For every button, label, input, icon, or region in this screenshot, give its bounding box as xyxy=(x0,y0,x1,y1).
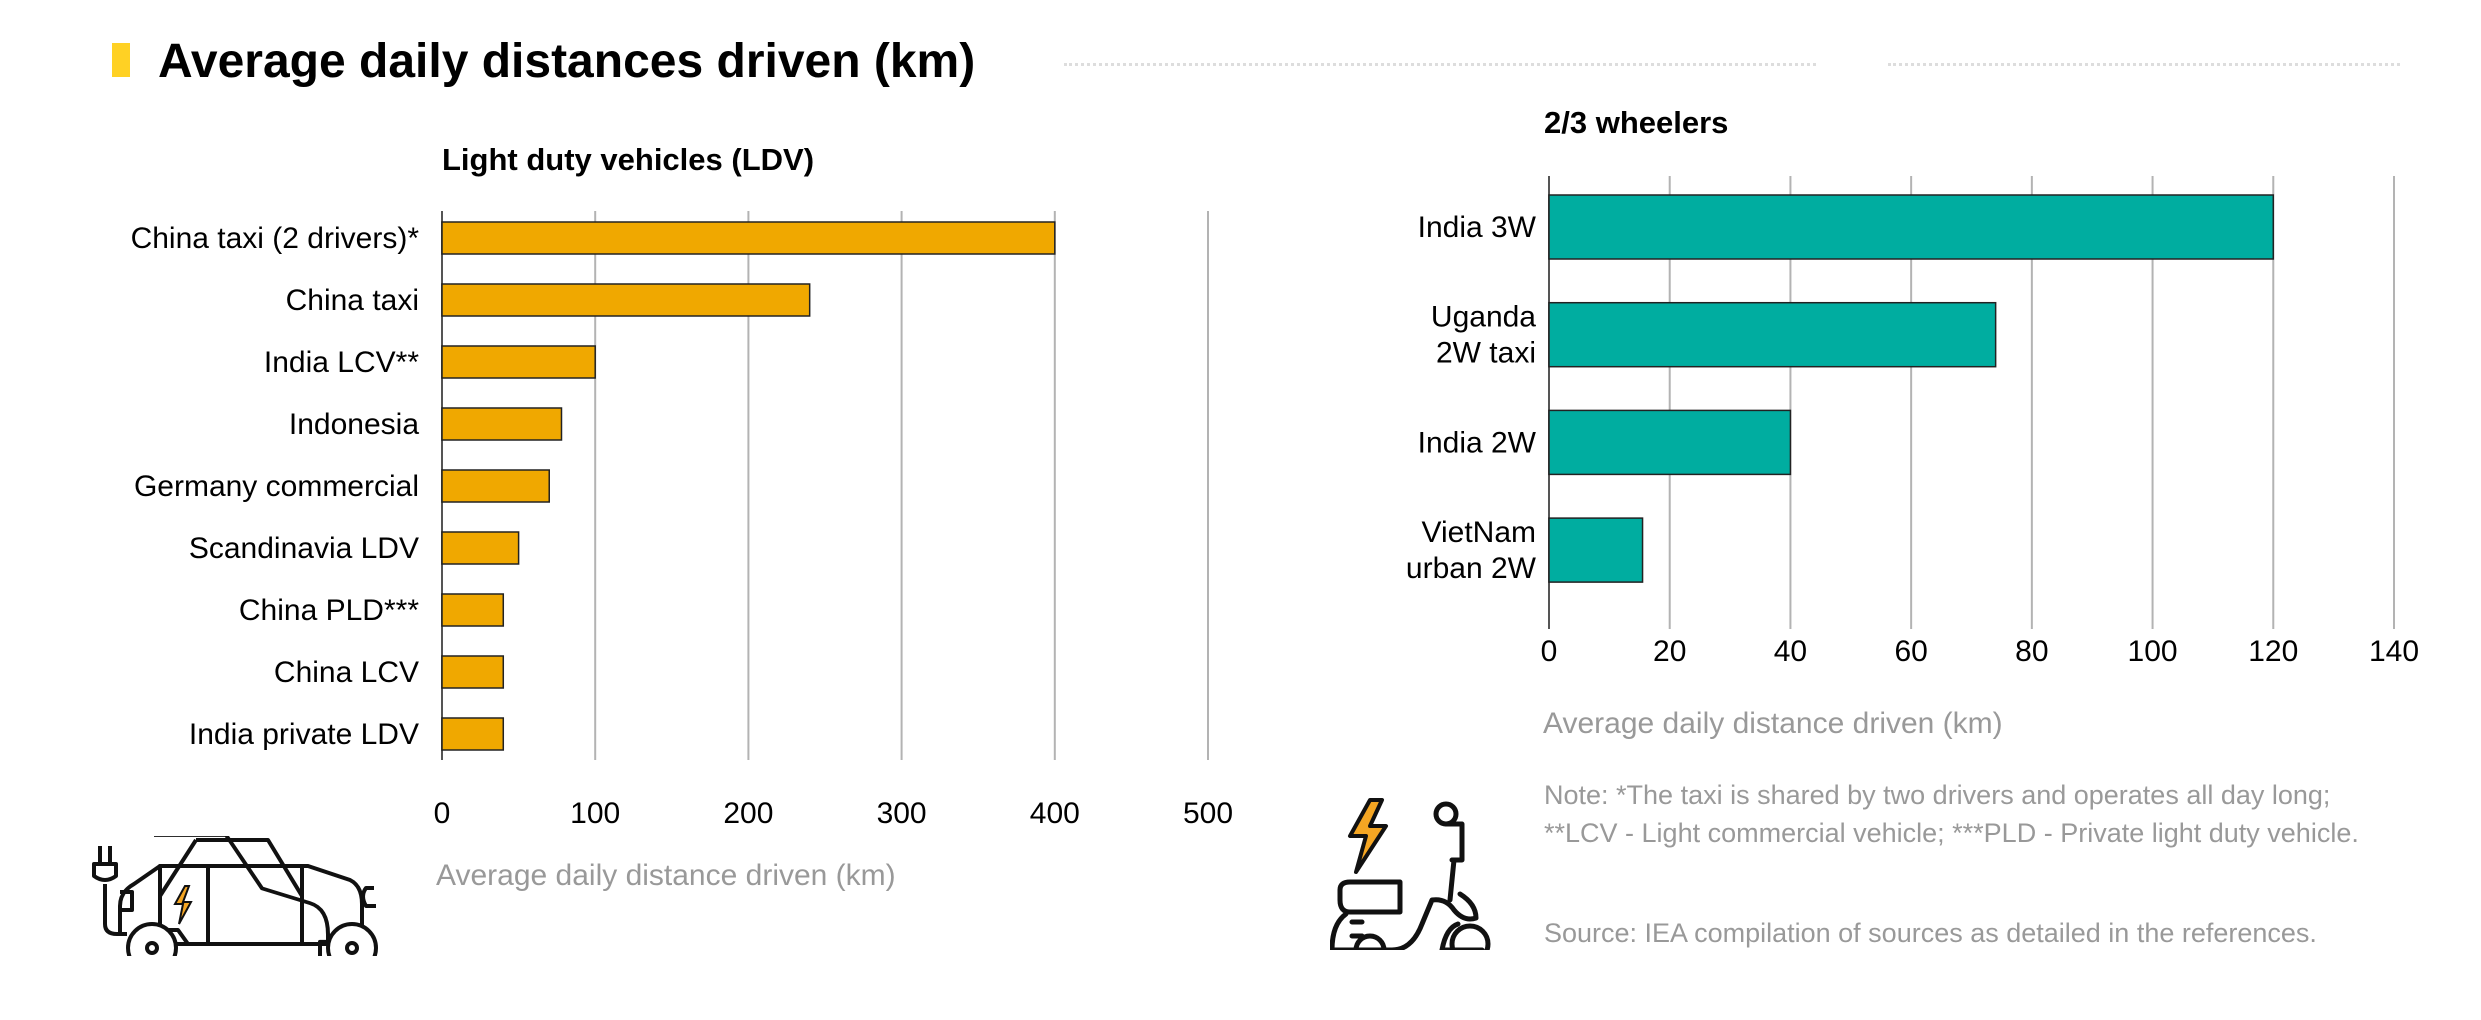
ldv-x-tick-label: 0 xyxy=(434,797,451,830)
ldv-x-tick-label: 500 xyxy=(1183,797,1233,830)
ldv-category-label: Indonesia xyxy=(289,408,419,441)
ldv-category-label: China PLD*** xyxy=(239,594,419,627)
wheelers-bar xyxy=(1548,194,2275,260)
ldv-bar xyxy=(441,469,550,503)
ldv-category-label: China taxi (2 drivers)* xyxy=(131,222,420,255)
wheelers-bar xyxy=(1548,409,1792,476)
wheelers-category-label: India 3W xyxy=(1418,211,1537,244)
ldv-chart-title: Light duty vehicles (LDV) xyxy=(442,142,815,177)
wheelers-category-label: VietNam urban 2W xyxy=(1406,516,1537,585)
ldv-x-tick-label: 100 xyxy=(570,797,620,830)
ldv-category-label: China taxi xyxy=(286,284,419,317)
wheelers-x-tick-label: 20 xyxy=(1653,635,1686,668)
wheelers-x-tick-label: 100 xyxy=(2128,635,2178,668)
ldv-bar xyxy=(441,407,563,441)
ldv-bar xyxy=(441,717,505,751)
wheelers-x-tick-label: 120 xyxy=(2248,635,2298,668)
electric-car-icon xyxy=(92,836,378,956)
electric-scooter-icon xyxy=(1330,798,1491,950)
ldv-bar xyxy=(441,221,1056,255)
title-divider xyxy=(1888,63,2400,66)
chart-note: Note: *The taxi is shared by two drivers… xyxy=(1544,780,2359,848)
chart-source: Source: IEA compilation of sources as de… xyxy=(1544,918,2317,948)
ldv-category-label: Scandinavia LDV xyxy=(189,532,419,565)
wheelers-chart-title: 2/3 wheelers xyxy=(1544,105,1729,140)
ldv-bar xyxy=(441,283,811,317)
ldv-category-label: Germany commercial xyxy=(134,470,419,503)
ldv-x-tick-label: 200 xyxy=(723,797,773,830)
ldv-category-label: India private LDV xyxy=(189,718,419,751)
ldv-category-label: India LCV** xyxy=(264,346,419,379)
wheelers-x-axis-label: Average daily distance driven (km) xyxy=(1543,707,2003,740)
ldv-x-tick-label: 400 xyxy=(1030,797,1080,830)
ldv-bar xyxy=(441,531,520,565)
wheelers-bar xyxy=(1548,517,1644,583)
title-marker xyxy=(112,43,130,77)
wheelers-x-tick-label: 40 xyxy=(1774,635,1807,668)
wheelers-x-tick-label: 140 xyxy=(2369,635,2419,668)
ldv-bar xyxy=(441,345,596,379)
ldv-x-axis-label: Average daily distance driven (km) xyxy=(436,859,896,892)
page-title: Average daily distances driven (km) xyxy=(158,35,976,88)
wheelers-x-tick-label: 80 xyxy=(2015,635,2048,668)
wheelers-category-label: India 2W xyxy=(1418,426,1537,459)
wheelers-x-tick-label: 60 xyxy=(1894,635,1927,668)
ldv-category-label: China LCV xyxy=(274,656,419,689)
ldv-bar xyxy=(441,655,505,689)
wheelers-x-tick-label: 0 xyxy=(1541,635,1558,668)
ldv-x-tick-label: 300 xyxy=(877,797,927,830)
title-divider xyxy=(1064,63,1816,66)
wheelers-category-label: Uganda 2W taxi xyxy=(1431,301,1536,370)
wheelers-bar xyxy=(1548,301,1997,368)
ldv-bar xyxy=(441,593,505,627)
